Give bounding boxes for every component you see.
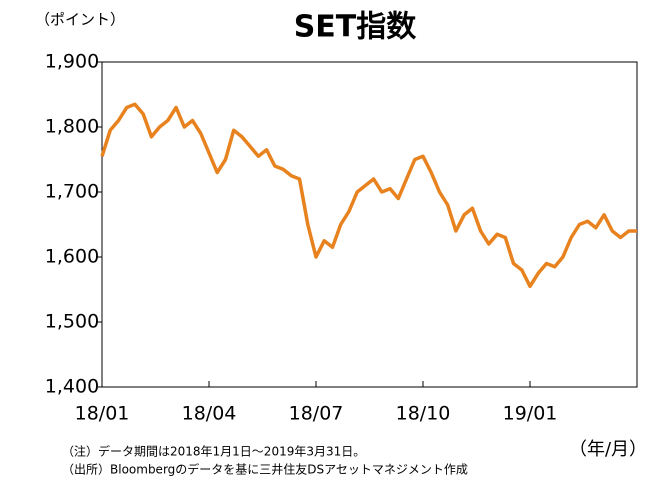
y-tick-label: 1,700 [45,181,99,203]
x-tick-label: 18/01 [75,403,130,425]
x-tick-label: 19/01 [503,403,558,425]
plot-area [101,61,638,388]
note: （注）データ期間は2018年1月1日～2019年3月31日。 [62,444,365,459]
x-axis-label: （年/月） [569,439,647,460]
line [100,102,637,289]
x-tick-label: 18/10 [396,403,451,425]
y-tick-label: 1,800 [45,116,99,138]
x-tick-label: 18/04 [182,403,237,425]
y-tick-label: 1,500 [45,311,99,333]
y-tick-label: 1,400 [45,376,99,398]
y-tick-label: 1,600 [45,246,99,268]
x-tick-label: 18/07 [289,403,344,425]
y-tick-label: 1,900 [45,51,99,73]
chart-title: SET指数 [294,10,418,45]
note: （出所）Bloombergのデータを基に三井住友DSアセットマネジメント作成 [62,462,468,477]
y-axis-label: （ポイント） [35,11,125,29]
